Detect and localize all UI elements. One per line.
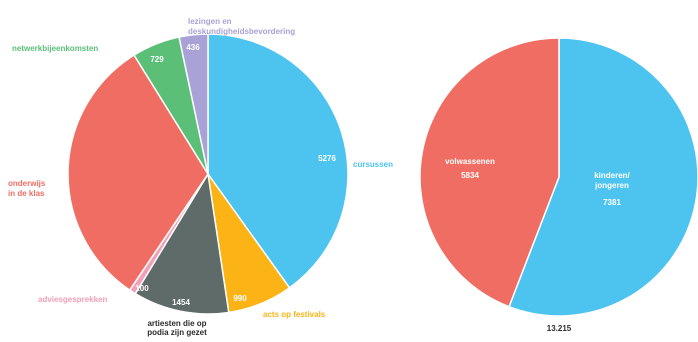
category-label-kinderen: kinderen/jongeren: [594, 171, 630, 190]
category-label-artiesten: artiesten die op podia zijn gezet: [147, 319, 207, 337]
category-label-cursussen: cursussen: [353, 160, 393, 169]
left-pie-slice-onderwijs: [67, 54, 209, 292]
left-pie-slice-lezingen: [178, 33, 209, 175]
value-label-netwerk: 729: [150, 55, 164, 64]
value-label-acts-op-festivals: 990: [233, 294, 247, 303]
value-label-kinderen: 7381: [603, 198, 621, 207]
category-label-adviesgesprekken: adviesgesprekken: [38, 295, 107, 304]
category-label-acts-op-festivals: acts op festivals: [263, 310, 326, 319]
value-label-onderwijs: 4170: [50, 189, 68, 198]
category-label-onderwijs: onderwijs in de klas: [8, 179, 46, 198]
left-pie-slice-artiesten: [134, 171, 230, 315]
value-label-volwassenen: 5834: [461, 171, 479, 180]
left-pie-slice-cursussen: [207, 33, 349, 289]
right-pie-slice-kinderen: [508, 37, 698, 317]
total-label: 13.215: [547, 324, 572, 333]
value-label-cursussen: 5276: [318, 154, 336, 163]
value-label-adviesgesprekken: 100: [135, 284, 149, 293]
value-label-artiesten: 1454: [172, 298, 190, 307]
right-pie-slice-volwassenen: [419, 37, 560, 308]
category-label-lezingen: lezingen en deskundigheidsbevordering: [188, 17, 295, 36]
category-label-volwassenen: volwassenen: [445, 157, 495, 166]
value-label-lezingen: 436: [186, 43, 200, 52]
category-label-netwerk: netwerkbijeenkomsten: [12, 44, 98, 53]
